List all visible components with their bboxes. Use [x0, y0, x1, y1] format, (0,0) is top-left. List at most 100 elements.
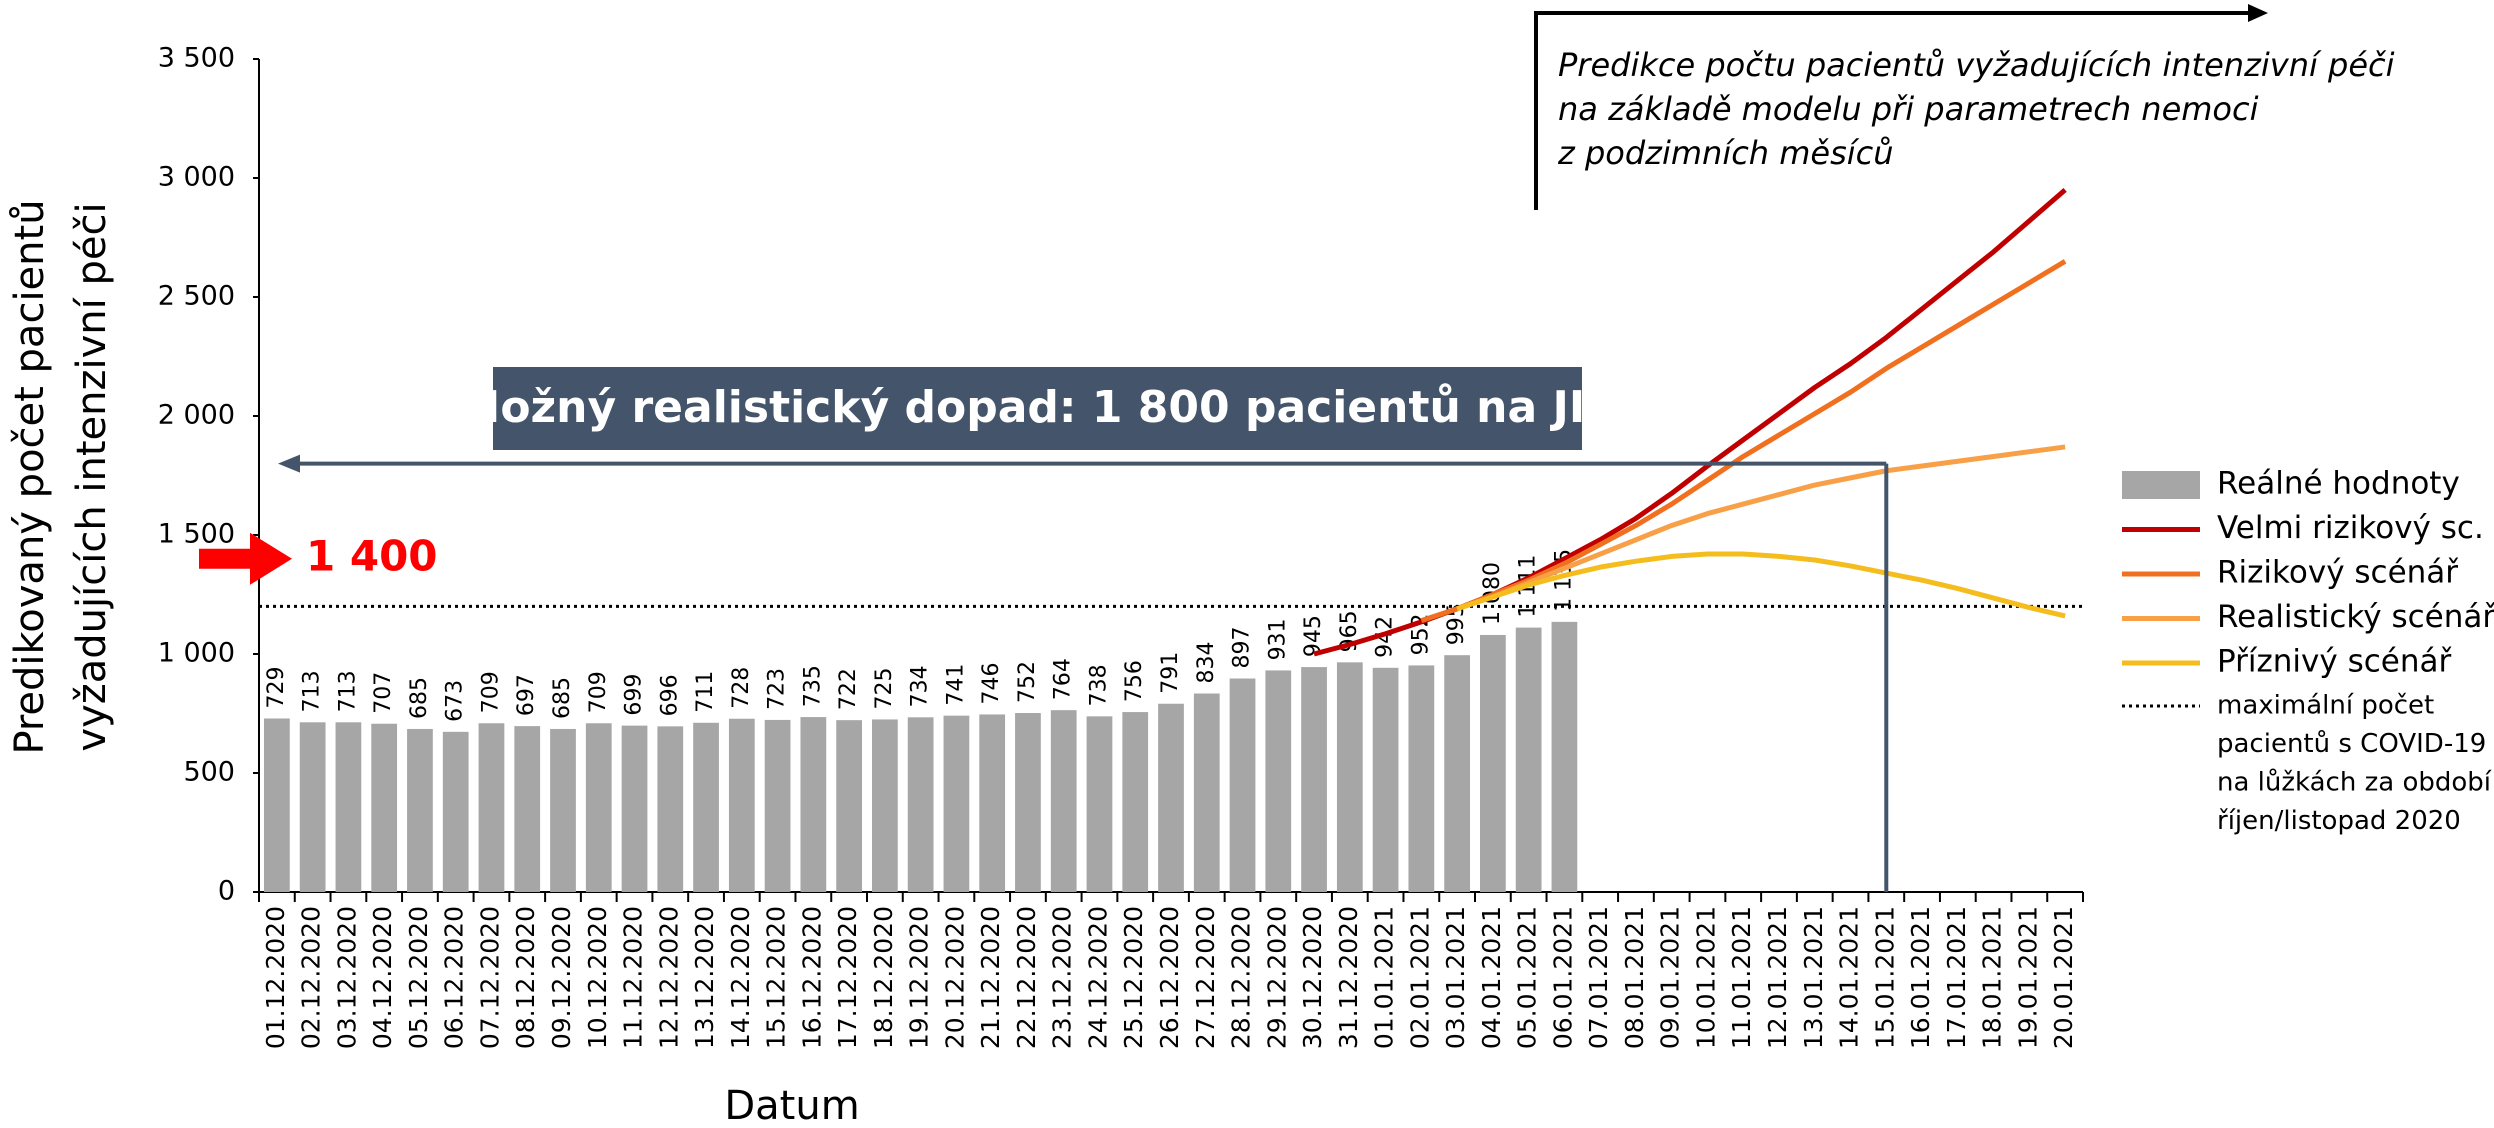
x-tick-label: 18.01.2021 [1978, 906, 2007, 1049]
legend-label: Rizikový scénář [2217, 555, 2458, 591]
bar [1444, 655, 1470, 892]
bar [872, 719, 898, 892]
x-tick-label: 30.12.2020 [1298, 906, 1327, 1049]
x-axis-title: Datum [724, 1083, 859, 1128]
x-tick-label: 06.12.2020 [440, 906, 469, 1049]
x-tick-label: 11.01.2021 [1727, 906, 1756, 1049]
data-label: 741 [943, 664, 968, 706]
prediction-note: z podzimních měsíců [1557, 134, 1894, 172]
bar [979, 714, 1006, 892]
bar [264, 718, 290, 892]
data-label: 707 [371, 672, 396, 714]
data-label: 713 [335, 670, 360, 712]
impact-arrowhead [278, 454, 300, 473]
x-tick-label: 10.12.2020 [583, 906, 612, 1049]
x-tick-label: 04.12.2020 [368, 906, 397, 1049]
x-tick-label: 16.12.2020 [797, 906, 826, 1049]
y-tick-label: 3 500 [158, 43, 235, 74]
data-label: 709 [478, 671, 503, 713]
x-tick-label: 03.12.2020 [332, 906, 361, 1049]
data-label: 834 [1194, 642, 1219, 684]
x-tick-label: 01.01.2021 [1370, 906, 1399, 1049]
data-label: 756 [1122, 660, 1147, 702]
x-tick-label: 23.12.2020 [1048, 906, 1077, 1049]
bar [1551, 621, 1578, 892]
legend-label: Velmi rizikový sc. [2217, 510, 2484, 546]
x-tick-label: 14.01.2021 [1835, 906, 1864, 1049]
y-tick-label: 1 500 [158, 519, 235, 550]
legend-label: na lůžkách za období [2217, 768, 2492, 798]
x-tick-label: 09.01.2021 [1656, 906, 1685, 1049]
x-tick-label: 20.01.2021 [2049, 906, 2078, 1049]
bar [1265, 670, 1292, 892]
y-tick-label: 1 000 [158, 638, 235, 669]
bar [728, 718, 755, 892]
y-tick-label: 500 [183, 757, 235, 788]
y-axis-title: vyžadujících intenzivní péči [69, 202, 115, 751]
bar [407, 728, 433, 892]
x-tick-label: 01.12.2020 [261, 906, 290, 1049]
legend-label: maximální počet [2217, 691, 2434, 721]
legend-label: Reálné hodnoty [2217, 466, 2460, 502]
data-label: 728 [729, 667, 754, 709]
data-label: 735 [800, 665, 825, 707]
legend-label: říjen/listopad 2020 [2217, 806, 2461, 836]
bar [693, 722, 719, 892]
legend-label: pacientů s COVID-19 [2217, 729, 2486, 759]
data-label: 713 [300, 670, 325, 712]
legend-label: Příznivý scénář [2217, 644, 2451, 680]
x-tick-label: 18.12.2020 [869, 906, 898, 1049]
x-tick-label: 07.12.2020 [475, 906, 504, 1049]
x-tick-label: 17.12.2020 [833, 906, 862, 1049]
x-tick-label: 21.12.2020 [976, 906, 1005, 1049]
x-tick-label: 22.12.2020 [1012, 906, 1041, 1049]
bar [299, 722, 326, 892]
y-tick-label: 0 [218, 876, 235, 907]
data-label: 699 [622, 674, 647, 716]
x-tick-label: 11.12.2020 [619, 906, 648, 1049]
x-tick-label: 12.01.2021 [1763, 906, 1792, 1049]
data-label: 734 [908, 665, 933, 707]
bar [764, 719, 791, 892]
bar [621, 725, 648, 892]
x-tick-label: 24.12.2020 [1083, 906, 1112, 1049]
prediction-note: na základě modelu při parametrech nemoci [1558, 90, 2259, 128]
x-tick-label: 29.12.2020 [1262, 906, 1291, 1049]
x-tick-label: 28.12.2020 [1227, 906, 1256, 1049]
bar [907, 717, 934, 892]
x-tick-label: 15.01.2021 [1870, 906, 1899, 1049]
bar [1015, 713, 1041, 892]
x-tick-label: 15.12.2020 [762, 906, 791, 1049]
bar [478, 723, 505, 892]
bar [1515, 627, 1542, 892]
x-tick-label: 26.12.2020 [1155, 906, 1184, 1049]
x-tick-label: 02.01.2021 [1405, 906, 1434, 1049]
bar [1372, 667, 1399, 892]
data-label: 752 [1015, 661, 1040, 703]
bar [1480, 634, 1506, 892]
bar [335, 722, 362, 892]
data-label: 729 [264, 666, 289, 708]
impact-text: Možný realistický dopad: 1 800 pacientů … [457, 382, 1618, 433]
x-tick-label: 08.12.2020 [511, 906, 540, 1049]
data-label: 746 [979, 662, 1004, 704]
bar [836, 720, 862, 892]
legend-swatch [2122, 471, 2200, 499]
x-tick-label: 27.12.2020 [1191, 906, 1220, 1049]
data-label: 685 [407, 677, 432, 719]
bar [442, 731, 469, 892]
legend-label: Realistický scénář [2217, 599, 2494, 635]
data-label: 711 [693, 671, 718, 713]
x-tick-label: 16.01.2021 [1906, 906, 1935, 1049]
data-label: 673 [443, 680, 468, 722]
x-tick-label: 17.01.2021 [1942, 906, 1971, 1049]
impact-box [493, 367, 1582, 450]
data-label: 897 [1230, 627, 1255, 669]
bar [550, 728, 576, 892]
bar [1301, 667, 1327, 892]
bar [1336, 662, 1363, 892]
y-axis-title: Predikovaný počet pacientů [7, 199, 53, 754]
marker-label: 1 400 [306, 531, 438, 580]
x-tick-label: 10.01.2021 [1691, 906, 1720, 1049]
bar [657, 726, 684, 892]
